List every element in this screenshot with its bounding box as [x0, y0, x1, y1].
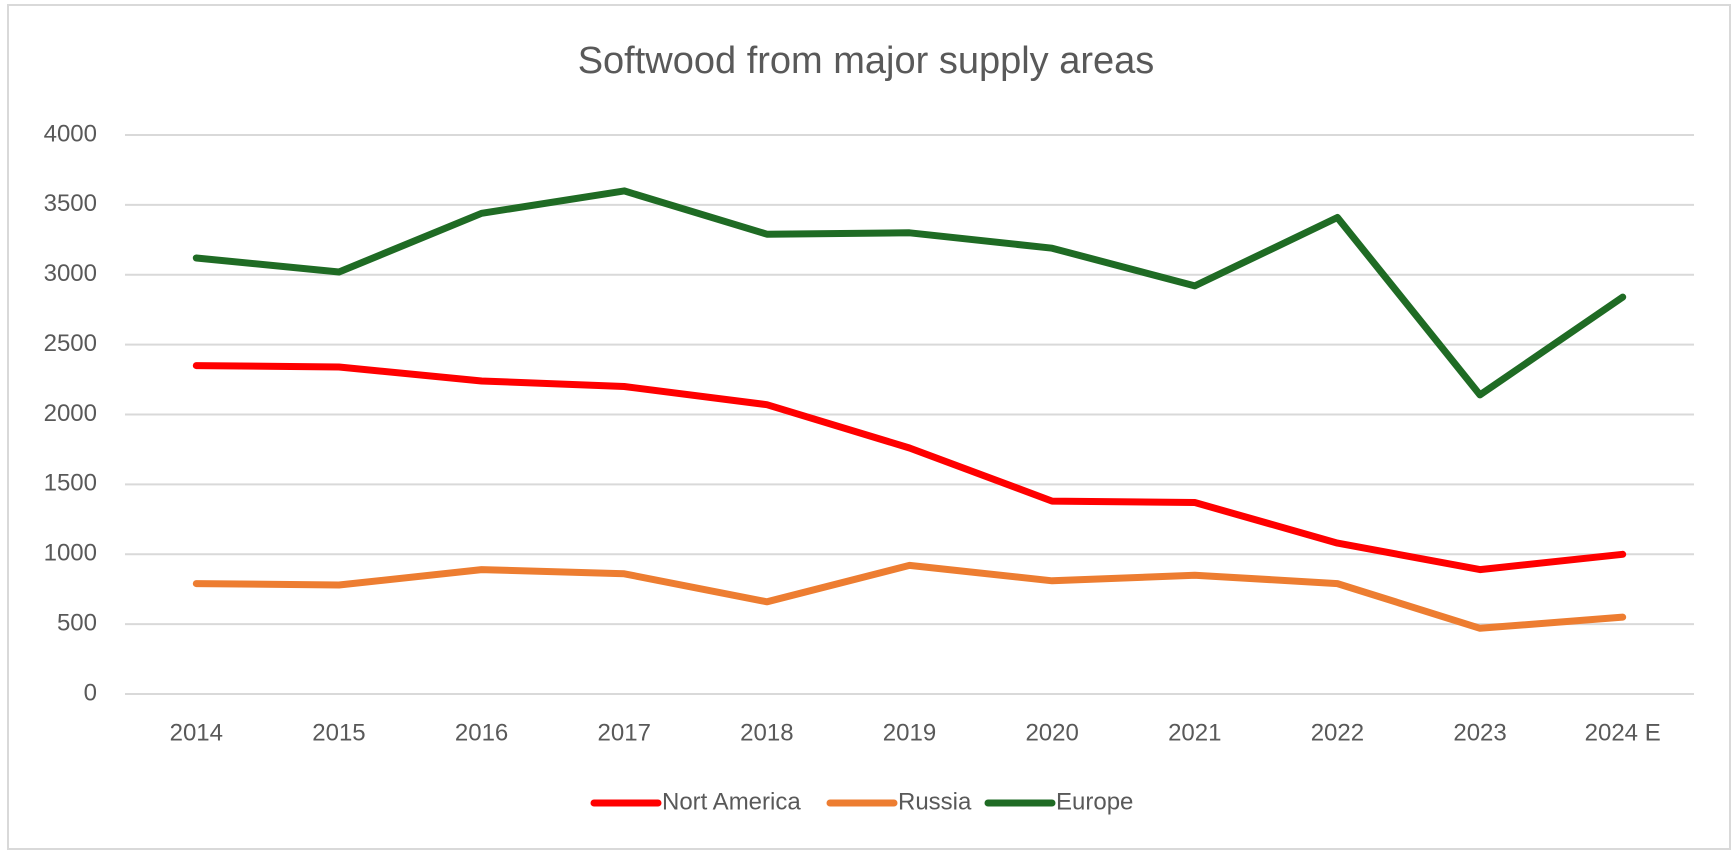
y-tick-label: 2500	[44, 330, 97, 357]
y-tick-label: 1000	[44, 540, 97, 567]
y-tick-label: 2000	[44, 400, 97, 427]
y-tick-label: 0	[84, 679, 97, 706]
series-line	[192, 561, 1627, 632]
x-tick-label: 2016	[455, 719, 508, 746]
x-tick-label: 2023	[1453, 719, 1506, 746]
legend-label: Russia	[898, 788, 972, 815]
y-tick-label: 1500	[44, 470, 97, 497]
x-tick-label: 2017	[598, 719, 651, 746]
x-tick-label: 2014	[170, 719, 223, 746]
x-tick-label: 2021	[1168, 719, 1221, 746]
x-tick-label: 2022	[1311, 719, 1364, 746]
chart-frame	[7, 4, 1731, 850]
x-tick-label: 2015	[312, 719, 365, 746]
legend-label: Nort America	[662, 788, 801, 815]
x-tick-label: 2020	[1025, 719, 1078, 746]
chart-title: Softwood from major supply areas	[578, 40, 1155, 82]
y-tick-label: 500	[57, 609, 97, 636]
y-tick-label: 4000	[44, 120, 97, 147]
y-tick-label: 3000	[44, 260, 97, 287]
legend-label: Europe	[1056, 788, 1133, 815]
y-tick-label: 3500	[44, 190, 97, 217]
x-tick-label: 2019	[883, 719, 936, 746]
series-line	[192, 187, 1627, 399]
series-line	[192, 362, 1627, 574]
x-tick-label: 2018	[740, 719, 793, 746]
x-tick-label: 2024 E	[1585, 719, 1661, 746]
